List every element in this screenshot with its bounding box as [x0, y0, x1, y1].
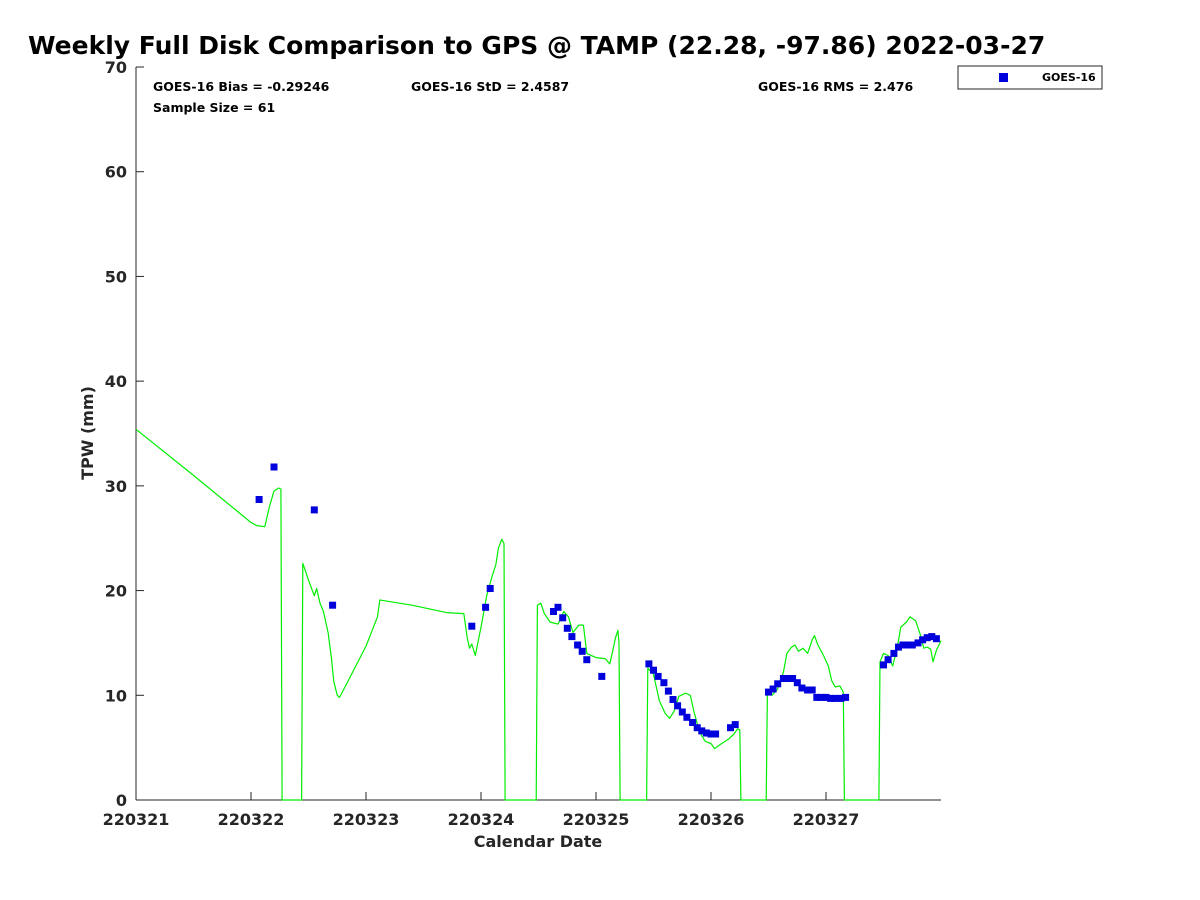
y-tick-label: 0	[116, 791, 127, 810]
y-tick-label: 40	[105, 372, 127, 391]
y-axis-label: TPW (mm)	[78, 386, 97, 480]
y-tick-label: 30	[105, 477, 127, 496]
goes16-point	[693, 724, 701, 732]
goes16-point	[798, 684, 806, 692]
y-tick-label: 70	[105, 58, 127, 77]
goes16-point	[674, 702, 682, 710]
y-tick-label: 50	[105, 267, 127, 286]
x-axis-label: Calendar Date	[474, 832, 603, 851]
goes16-point	[563, 624, 571, 632]
goes16-point	[574, 641, 582, 649]
goes16-point	[707, 730, 715, 738]
goes16-point	[784, 675, 792, 682]
goes16-point	[919, 636, 927, 644]
goes16-point	[774, 680, 782, 688]
x-tick-label: 220325	[563, 810, 630, 829]
goes16-point	[789, 675, 797, 682]
goes16-point	[598, 672, 606, 680]
goes16-point	[880, 661, 887, 669]
goes16-point	[583, 656, 591, 664]
gps-line-layer	[135, 428, 942, 801]
y-tick-label: 10	[105, 686, 127, 705]
goes16-point	[578, 647, 586, 655]
goes16-point	[908, 641, 916, 649]
goes16-point	[698, 727, 706, 735]
x-tick-label: 220324	[448, 810, 515, 829]
goes16-point	[923, 634, 931, 642]
x-tick-label: 220323	[333, 810, 400, 829]
axes: 0 10 20 30 40 50 60 70 220321 220322 220323 220324 2…	[103, 58, 941, 829]
goes16-point	[831, 694, 839, 702]
goes16-point	[702, 729, 710, 737]
legend-label-goes16: GOES-16	[1042, 71, 1096, 84]
goes16-point	[817, 693, 825, 701]
goes16-point	[765, 688, 772, 696]
goes16-point	[310, 506, 318, 514]
goes16-point	[664, 687, 672, 695]
goes16-points-layer	[255, 463, 940, 738]
goes16-point	[769, 685, 777, 693]
goes16-point	[904, 641, 912, 649]
legend-marker-goes16	[999, 73, 1008, 82]
stat-rms: GOES-16 RMS = 2.476	[758, 79, 913, 94]
goes16-point	[329, 601, 337, 609]
goes16-point	[660, 679, 668, 687]
goes16-point	[482, 603, 490, 611]
goes16-point	[468, 622, 476, 630]
goes16-point	[932, 635, 940, 643]
goes16-point	[837, 694, 845, 702]
goes16-point	[822, 693, 830, 701]
goes16-point	[899, 641, 907, 649]
goes16-point	[712, 730, 720, 738]
goes16-point	[914, 639, 922, 647]
goes16-point	[683, 713, 691, 721]
goes16-point	[890, 649, 898, 657]
x-tick-label: 220326	[678, 810, 745, 829]
goes16-point	[884, 656, 892, 664]
goes16-point	[554, 603, 562, 611]
goes16-point	[689, 719, 697, 726]
goes16-point	[779, 675, 787, 682]
goes16-point	[559, 614, 567, 622]
goes16-point	[645, 660, 653, 668]
goes16-point	[727, 724, 734, 732]
goes16-point	[928, 633, 936, 641]
legend: GOES-16	[957, 65, 1103, 90]
goes16-point	[669, 696, 677, 703]
goes16-point	[550, 608, 557, 615]
stat-sample-size: Sample Size = 61	[153, 100, 275, 115]
stat-bias: GOES-16 Bias = -0.29246	[153, 79, 330, 94]
y-tick-label: 60	[105, 163, 127, 182]
goes16-point	[731, 721, 739, 729]
goes16-point	[568, 633, 576, 641]
goes16-point	[654, 672, 662, 680]
goes16-point	[804, 686, 812, 694]
goes16-point	[270, 463, 278, 471]
goes16-point	[808, 686, 816, 694]
x-tick-label: 220321	[103, 810, 170, 829]
x-tick-label: 220327	[793, 810, 860, 829]
goes16-point	[842, 693, 850, 701]
y-tick-label: 20	[105, 582, 127, 601]
gps-tpw-line	[135, 428, 942, 801]
goes16-point	[827, 694, 835, 702]
goes16-point	[486, 585, 494, 592]
x-tick-label: 220322	[218, 810, 285, 829]
goes16-point	[895, 643, 902, 651]
legend-box	[957, 65, 1103, 90]
plot-area	[136, 67, 941, 800]
goes16-point	[650, 666, 657, 674]
goes16-point	[255, 496, 263, 503]
goes16-point	[793, 679, 801, 687]
chart-title: Weekly Full Disk Comparison to GPS @ TAM…	[28, 31, 1045, 60]
stat-std: GOES-16 StD = 2.4587	[411, 79, 569, 94]
goes16-point	[813, 693, 821, 701]
goes16-point	[678, 708, 686, 716]
